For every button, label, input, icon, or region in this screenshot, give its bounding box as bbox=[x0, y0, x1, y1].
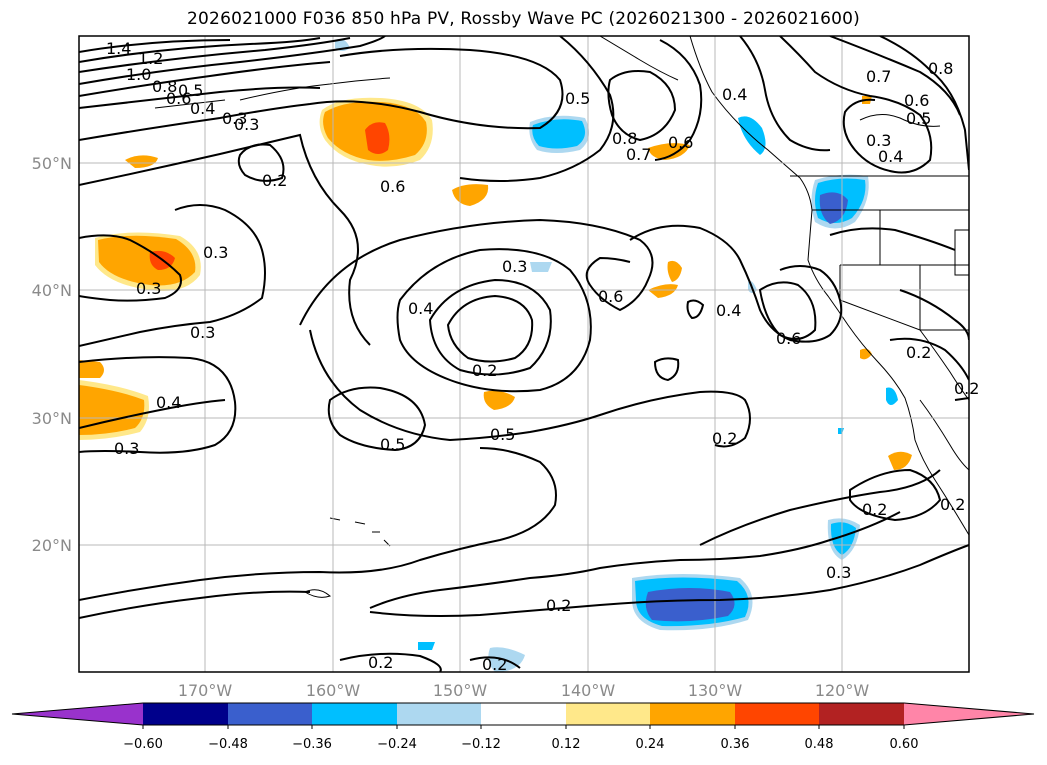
colorbar-segment bbox=[397, 703, 481, 725]
contour-label: 0.8 bbox=[152, 77, 177, 96]
map-title: 2026021000 F036 850 hPa PV, Rossby Wave … bbox=[187, 9, 860, 29]
contour-label: 0.3 bbox=[502, 257, 527, 276]
contour-label: 0.4 bbox=[878, 147, 903, 166]
coastlines bbox=[154, 36, 969, 598]
colorbar: −0.60 −0.48 −0.36 −0.24 −0.12 0.12 0.24 … bbox=[11, 702, 1035, 752]
colorbar-segment bbox=[566, 703, 650, 725]
contour-label: 1.4 bbox=[106, 39, 131, 58]
colorbar-tick-label: 0.12 bbox=[552, 737, 581, 752]
contour-label: 0.3 bbox=[136, 279, 161, 298]
colorbar-segment bbox=[735, 703, 819, 725]
colorbar-tick-label: −0.60 bbox=[123, 737, 163, 752]
longitude-labels: 170°W 160°W 150°W 140°W 130°W 120°W bbox=[178, 681, 870, 700]
lon-label: 140°W bbox=[561, 681, 616, 700]
contour-label: 0.7 bbox=[866, 67, 891, 86]
contour-label: 0.5 bbox=[906, 109, 931, 128]
contour-label: 0.5 bbox=[565, 89, 590, 108]
colorbar-tick-label: −0.48 bbox=[208, 737, 248, 752]
lon-label: 160°W bbox=[306, 681, 361, 700]
lat-label: 30°N bbox=[32, 409, 72, 428]
latitude-labels: 50°N 40°N 30°N 20°N bbox=[32, 154, 72, 555]
lon-label: 120°W bbox=[815, 681, 870, 700]
plot-frame bbox=[78, 35, 970, 673]
colorbar-segment bbox=[650, 703, 735, 725]
contour-label: 0.3 bbox=[866, 131, 891, 150]
filled-anomalies bbox=[79, 39, 912, 672]
contour-label: 0.4 bbox=[408, 299, 433, 318]
lat-label: 20°N bbox=[32, 536, 72, 555]
contour-label: 0.3 bbox=[234, 115, 259, 134]
lon-label: 150°W bbox=[433, 681, 488, 700]
lat-label: 50°N bbox=[32, 154, 72, 173]
contour-label: 0.2 bbox=[712, 429, 737, 448]
contour-label: 0.2 bbox=[862, 500, 887, 519]
contour-label: 0.2 bbox=[482, 655, 507, 674]
contour-label: 0.5 bbox=[178, 81, 203, 100]
colorbar-tick-label: 0.36 bbox=[721, 737, 750, 752]
colorbar-ticks bbox=[142, 725, 905, 729]
contour-label: 0.6 bbox=[380, 177, 405, 196]
contour-label: 0.3 bbox=[190, 323, 215, 342]
contour-label: 0.2 bbox=[954, 379, 979, 398]
contour-label: 0.2 bbox=[472, 361, 497, 380]
colorbar-tick-label: −0.36 bbox=[292, 737, 332, 752]
colorbar-tick-label: −0.12 bbox=[461, 737, 501, 752]
contour-label: 0.8 bbox=[928, 59, 953, 78]
contour-label: 0.2 bbox=[546, 596, 571, 615]
contour-label: 1.0 bbox=[126, 65, 151, 84]
lat-label: 40°N bbox=[32, 281, 72, 300]
contour-label: 0.4 bbox=[722, 85, 747, 104]
pv-contours bbox=[79, 36, 969, 672]
contour-label: 0.5 bbox=[490, 425, 515, 444]
contour-label: 0.2 bbox=[906, 343, 931, 362]
contour-label: 0.8 bbox=[612, 129, 637, 148]
colorbar-segment bbox=[143, 703, 228, 725]
colorbar-extend-min bbox=[12, 703, 143, 725]
contour-label: 0.3 bbox=[203, 243, 228, 262]
contour-label: 0.2 bbox=[368, 653, 393, 672]
contour-label: 0.6 bbox=[166, 89, 191, 108]
contour-label: 0.6 bbox=[904, 91, 929, 110]
contour-label: 0.3 bbox=[114, 439, 139, 458]
colorbar-tick-label: 0.24 bbox=[636, 737, 665, 752]
colorbar-segment bbox=[481, 703, 566, 725]
colorbar-extend-max bbox=[904, 703, 1034, 725]
contour-label: 0.2 bbox=[940, 495, 965, 514]
colorbar-segment bbox=[819, 703, 904, 725]
lon-label: 130°W bbox=[688, 681, 743, 700]
contour-label: 1.2 bbox=[138, 49, 163, 68]
plot-area bbox=[79, 36, 969, 672]
contour-label: 0.3 bbox=[222, 109, 247, 128]
lon-label: 170°W bbox=[178, 681, 233, 700]
contour-label: 0.4 bbox=[156, 393, 181, 412]
contour-label: 0.3 bbox=[826, 563, 851, 582]
contour-label: 0.6 bbox=[668, 133, 693, 152]
colorbar-tick-label: 0.60 bbox=[890, 737, 919, 752]
contour-label: 0.4 bbox=[190, 99, 215, 118]
colorbar-tick-label: 0.48 bbox=[805, 737, 834, 752]
contour-label: 0.6 bbox=[776, 329, 801, 348]
contour-label: 0.7 bbox=[626, 145, 651, 164]
colorbar-segment bbox=[228, 703, 312, 725]
colorbar-tick-label: −0.24 bbox=[377, 737, 417, 752]
contour-label: 0.5 bbox=[380, 435, 405, 454]
contour-label: 0.2 bbox=[262, 171, 287, 190]
contour-label: 0.4 bbox=[716, 301, 741, 320]
contour-labels: 1.4 1.2 1.0 0.8 0.6 0.5 0.4 0.3 0.2 0.3 … bbox=[106, 39, 979, 674]
colorbar-segment bbox=[312, 703, 397, 725]
contour-label: 0.6 bbox=[598, 287, 623, 306]
graticule bbox=[79, 36, 969, 672]
